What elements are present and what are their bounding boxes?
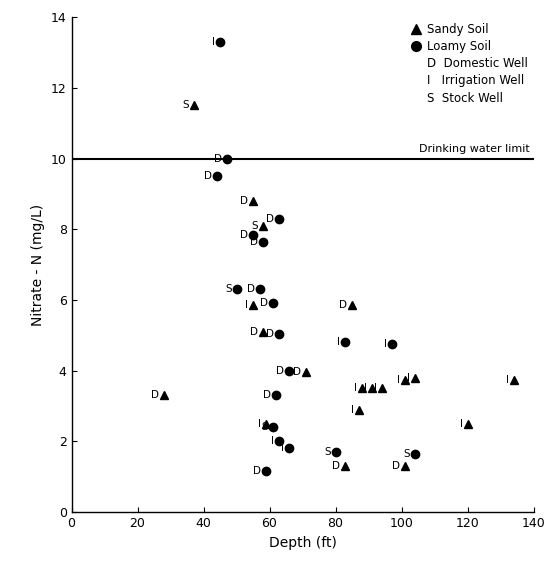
Text: I: I <box>338 337 340 348</box>
Text: I: I <box>364 384 367 393</box>
Text: I: I <box>506 374 509 385</box>
Text: I: I <box>374 384 377 393</box>
Text: D: D <box>240 229 248 240</box>
X-axis label: Depth (ft): Depth (ft) <box>268 535 337 550</box>
Text: I: I <box>384 339 387 349</box>
Text: D: D <box>213 154 222 163</box>
Text: D: D <box>250 327 258 337</box>
Text: S: S <box>324 447 331 457</box>
Text: D: D <box>293 368 301 377</box>
Text: I: I <box>258 419 261 428</box>
Text: D: D <box>240 196 248 206</box>
Text: D: D <box>246 284 255 294</box>
Text: D: D <box>276 366 284 376</box>
Text: D: D <box>392 461 400 471</box>
Text: I: I <box>245 300 248 310</box>
Text: S: S <box>261 422 268 432</box>
Text: D: D <box>253 467 261 476</box>
Text: I: I <box>397 374 400 385</box>
Text: I: I <box>351 405 354 415</box>
Text: I: I <box>272 436 274 447</box>
Text: I: I <box>212 37 215 47</box>
Text: S: S <box>251 221 258 230</box>
Text: D: D <box>250 237 258 246</box>
Text: I: I <box>282 443 284 453</box>
Text: D: D <box>266 213 274 224</box>
Text: S: S <box>225 284 232 294</box>
Text: I: I <box>354 384 357 393</box>
Text: D: D <box>339 300 347 310</box>
Text: D: D <box>332 461 340 471</box>
Text: I: I <box>460 419 463 428</box>
Text: S: S <box>403 449 410 459</box>
Text: D: D <box>204 171 212 181</box>
Text: D: D <box>266 328 274 339</box>
Text: Drinking water limit: Drinking water limit <box>420 145 530 154</box>
Y-axis label: Nitrate - N (mg/L): Nitrate - N (mg/L) <box>31 204 45 325</box>
Text: D: D <box>263 390 271 401</box>
Text: S: S <box>182 101 189 110</box>
Text: D: D <box>151 390 159 401</box>
Text: D: D <box>260 299 268 308</box>
Text: I: I <box>407 373 410 383</box>
Legend: Sandy Soil, Loamy Soil, D  Domestic Well, I   Irrigation Well, S  Stock Well: Sandy Soil, Loamy Soil, D Domestic Well,… <box>405 18 532 109</box>
